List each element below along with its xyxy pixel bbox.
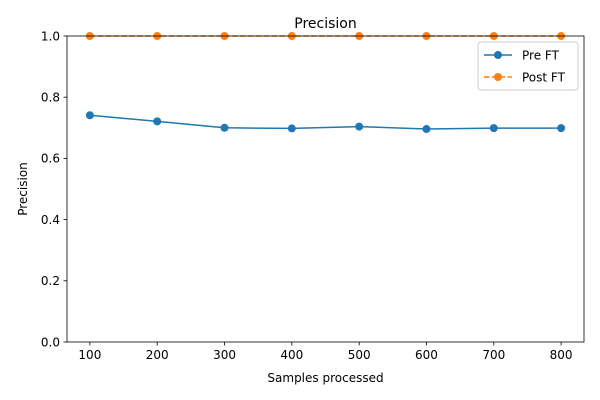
y-tick-label: 0.8 — [41, 91, 60, 105]
y-tick-label: 0.0 — [41, 335, 60, 349]
legend-box — [477, 41, 579, 91]
data-point-0-5 — [422, 125, 431, 134]
series-layer — [85, 32, 566, 134]
data-point-0-2 — [220, 123, 229, 132]
legend-label-1: Post FT — [522, 70, 566, 84]
x-tick-label: 500 — [348, 348, 371, 362]
x-tick-label: 300 — [213, 348, 236, 362]
ticks-layer: 100 200 300 400 500 600 700 800 0.0 0.2 0.4 0.6 0.8 1… — [41, 29, 573, 362]
legend-label-0: Pre FT — [522, 48, 560, 62]
x-tick-label: 100 — [78, 348, 101, 362]
legend-marker-0 — [494, 51, 502, 59]
x-tick-label: 400 — [280, 348, 303, 362]
axes-layer — [66, 35, 585, 343]
x-tick-label: 700 — [482, 348, 505, 362]
x-tick-label: 200 — [146, 348, 169, 362]
x-tick-label: 800 — [550, 348, 573, 362]
y-tick-label: 0.4 — [41, 213, 60, 227]
data-point-0-6 — [489, 124, 498, 133]
data-point-0-3 — [287, 124, 296, 133]
series-line-0 — [89, 114, 562, 130]
y-tick-label: 0.2 — [41, 274, 60, 288]
axes-frame — [66, 35, 585, 343]
x-axis-label: Samples processed — [267, 371, 383, 385]
legend: Pre FT Post FT — [477, 41, 579, 91]
y-tick-label: 0.6 — [41, 152, 60, 166]
y-axis-label: Precision — [16, 162, 30, 216]
legend-marker-1 — [494, 73, 502, 81]
data-point-0-0 — [85, 111, 94, 120]
data-point-0-1 — [153, 117, 162, 126]
chart-title: Precision — [294, 16, 356, 32]
data-point-0-7 — [557, 124, 566, 133]
x-tick-label: 600 — [415, 348, 438, 362]
data-point-0-4 — [355, 122, 364, 131]
y-tick-label: 1.0 — [41, 29, 60, 43]
